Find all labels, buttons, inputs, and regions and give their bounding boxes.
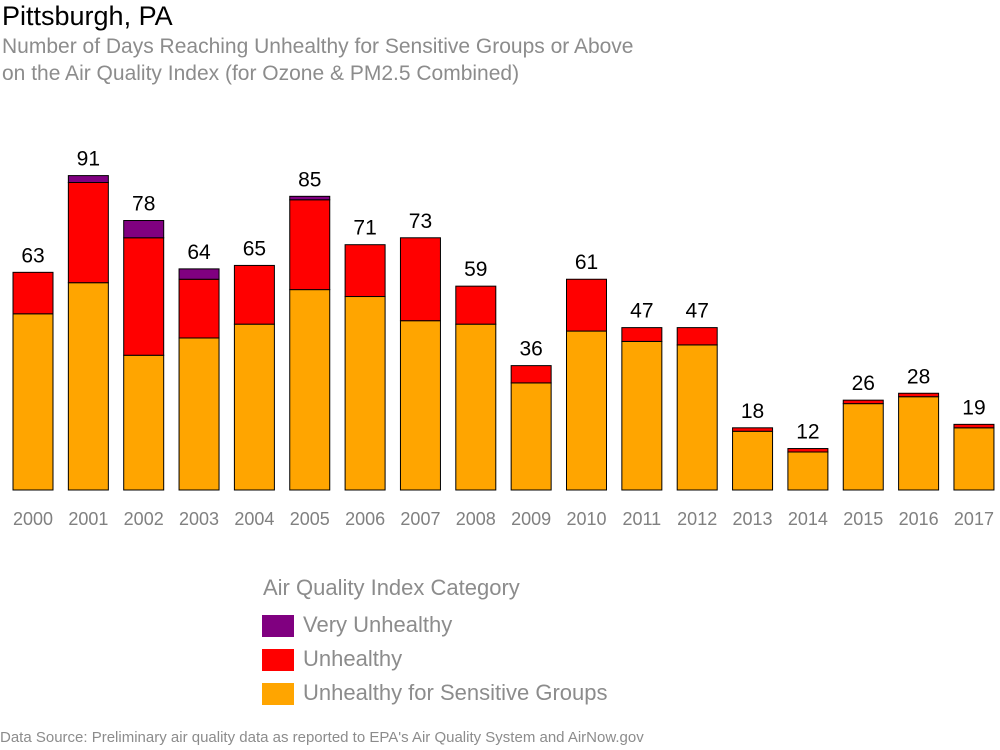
- bar-segment-2002-series-1: [123, 237, 165, 356]
- stacked-bar-chart: 63 2000 91 2001 78 2002 64 2003 65 2004 85 2005 71 20…: [12, 148, 995, 529]
- chart-subtitle-line-2: on the Air Quality Index (for Ozone & PM…: [2, 62, 520, 85]
- total-label-2016: 28: [907, 365, 930, 388]
- legend-label-unhealthy: Unhealthy: [303, 646, 403, 671]
- bar-segment-2001-series-0: [67, 282, 109, 491]
- x-tick-label-2006: 2006: [345, 509, 385, 529]
- total-label-2005: 85: [298, 168, 321, 191]
- bar-segment-2010-series-1: [566, 278, 607, 332]
- bar-segment-2003-series-1: [178, 278, 220, 339]
- bar-segment-2014-series-1: [787, 448, 829, 453]
- bar-segment-2013-series-0: [732, 430, 774, 491]
- x-tick-label-2010: 2010: [566, 509, 606, 529]
- x-tick-label-2001: 2001: [68, 509, 108, 529]
- bar-segment-2007-series-1: [399, 237, 441, 322]
- bar-segment-2016-series-1: [898, 392, 940, 398]
- bar-segment-2009-series-0: [510, 382, 552, 491]
- bar-segment-2017-series-1: [953, 423, 995, 429]
- bar-segment-2013-series-1: [732, 427, 774, 432]
- total-label-2008: 59: [464, 258, 487, 281]
- total-label-2010: 61: [575, 251, 598, 274]
- bar-segment-2005-series-2: [289, 195, 331, 201]
- x-tick-label-2015: 2015: [843, 509, 883, 529]
- bar-segment-2009-series-1: [510, 365, 552, 384]
- x-tick-label-2004: 2004: [234, 509, 274, 529]
- bar-segment-2006-series-0: [344, 296, 386, 491]
- legend-title: Air Quality Index Category: [263, 575, 520, 600]
- legend-swatch-unhealthy: [261, 648, 295, 672]
- bar-segment-2012-series-1: [676, 327, 718, 346]
- bar-segment-2008-series-1: [455, 285, 497, 325]
- bar-segment-2007-series-0: [399, 320, 441, 491]
- bar-segment-2012-series-0: [676, 344, 718, 491]
- bar-segment-2000-series-1: [12, 271, 54, 315]
- bar-segment-2004-series-0: [233, 323, 275, 491]
- x-tick-label-2016: 2016: [899, 509, 939, 529]
- bar-segment-2015-series-1: [842, 399, 884, 405]
- x-tick-label-2008: 2008: [456, 509, 496, 529]
- bar-segment-2001-series-1: [67, 182, 109, 284]
- x-tick-label-2009: 2009: [511, 509, 551, 529]
- total-label-2006: 71: [353, 217, 376, 240]
- bar-segment-2002-series-0: [123, 354, 165, 491]
- total-label-2004: 65: [243, 237, 266, 260]
- bar-segment-2011-series-0: [621, 340, 663, 491]
- x-tick-label-2002: 2002: [124, 509, 164, 529]
- total-label-2015: 26: [852, 372, 875, 395]
- bar-segment-2017-series-0: [953, 427, 995, 491]
- chart-title: Pittsburgh, PA: [2, 1, 173, 31]
- x-tick-label-2007: 2007: [400, 509, 440, 529]
- bar-segment-2015-series-0: [842, 403, 884, 491]
- x-tick-label-2003: 2003: [179, 509, 219, 529]
- bar-segment-2014-series-0: [787, 451, 829, 491]
- bar-segment-2016-series-0: [898, 396, 940, 491]
- bar-segment-2003-series-2: [178, 268, 220, 280]
- bar-segment-2004-series-1: [233, 264, 275, 325]
- legend-swatch-usg: [261, 682, 295, 706]
- total-label-2012: 47: [686, 300, 709, 323]
- x-tick-label-2014: 2014: [788, 509, 828, 529]
- total-label-2014: 12: [796, 421, 819, 444]
- total-label-2013: 18: [741, 400, 764, 423]
- legend-label-very-unhealthy: Very Unhealthy: [303, 612, 453, 637]
- x-tick-label-2011: 2011: [622, 509, 661, 529]
- bar-segment-2003-series-0: [178, 337, 220, 491]
- x-tick-label-2012: 2012: [677, 509, 717, 529]
- x-tick-label-2013: 2013: [733, 509, 773, 529]
- total-label-2001: 91: [77, 148, 100, 171]
- total-label-2000: 63: [21, 244, 44, 267]
- bar-segment-2006-series-1: [344, 244, 386, 298]
- bar-segment-2002-series-2: [123, 220, 165, 239]
- bar-segment-2011-series-1: [621, 327, 663, 342]
- x-tick-label-2017: 2017: [954, 509, 994, 529]
- data-source-note: Data Source: Preliminary air quality dat…: [0, 729, 644, 746]
- bar-segment-2010-series-0: [566, 330, 607, 491]
- bar-segment-2005-series-1: [289, 199, 331, 291]
- bar-segment-2005-series-0: [289, 289, 331, 491]
- total-label-2011: 47: [630, 300, 653, 323]
- total-label-2009: 36: [519, 338, 542, 361]
- legend-label-usg: Unhealthy for Sensitive Groups: [303, 680, 608, 705]
- chart-subtitle-line-1: Number of Days Reaching Unhealthy for Se…: [2, 35, 634, 58]
- x-tick-label-2000: 2000: [13, 509, 53, 529]
- x-tick-label-2005: 2005: [290, 509, 330, 529]
- legend-swatch-very-unhealthy: [261, 614, 295, 638]
- total-label-2017: 19: [962, 396, 985, 419]
- bar-segment-2001-series-2: [67, 175, 109, 184]
- bar-segment-2008-series-0: [455, 323, 497, 491]
- total-label-2002: 78: [132, 193, 155, 216]
- bar-segment-2000-series-0: [12, 313, 54, 491]
- total-label-2007: 73: [409, 210, 432, 233]
- total-label-2003: 64: [187, 241, 211, 264]
